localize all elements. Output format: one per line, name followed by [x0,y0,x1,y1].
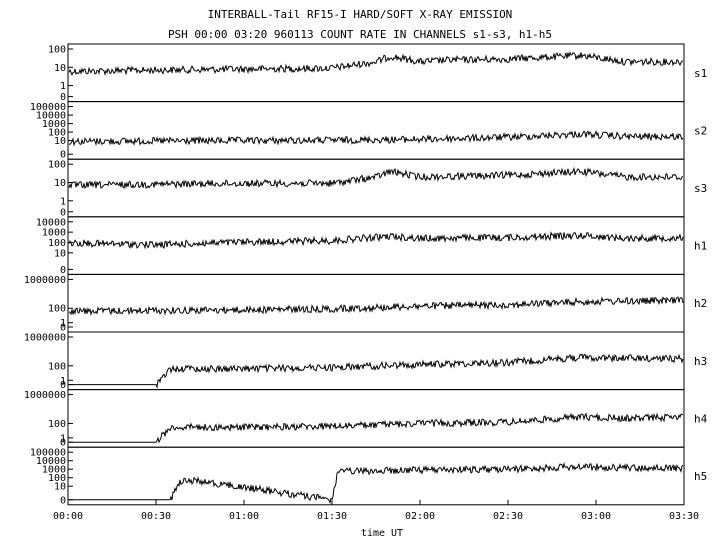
series-line-h4 [69,412,684,444]
y-tick-label: 100000 [30,448,66,459]
y-tick-label: 100 [48,473,66,484]
y-tick-label: 1000000 [24,333,66,344]
x-tick-label: 00:00 [53,511,83,522]
series-line-s1 [68,51,684,77]
series-line-s3 [68,166,684,190]
y-tick-label: 1 [60,81,66,92]
y-tick-label: 100 [48,128,66,139]
panels: 1001010s1100000100001000100100s21001010s… [24,43,708,506]
y-tick-label: 0 [60,323,66,334]
channel-label-h2: h2 [694,297,707,310]
panel-frame [67,43,685,103]
y-tick-label: 1000000 [24,275,66,286]
panel-frame [67,158,685,218]
y-tick-label: 0 [60,207,66,218]
channel-label-s2: s2 [694,124,707,137]
y-tick-label: 10 [54,178,66,189]
channel-label-h4: h4 [694,412,708,425]
y-tick-label: 1 [60,318,66,329]
channel-label-h5: h5 [694,470,707,483]
series-line-h2 [68,296,684,317]
y-tick-label: 100 [48,304,66,315]
y-tick-label: 100 [48,45,66,56]
x-tick-label: 03:00 [581,511,611,522]
y-tick-label: 1000 [42,228,66,239]
y-tick-label: 100 [48,160,66,171]
y-tick-label: 1000 [42,119,66,130]
y-tick-label: 100 [48,238,66,249]
panel-frame [67,101,685,160]
y-tick-label: 1 [60,433,66,444]
channel-label-s1: s1 [694,67,707,80]
x-tick-label: 02:00 [405,511,435,522]
y-tick-label: 1000 [42,465,66,476]
series-line-h3 [69,353,684,389]
chart-title: INTERBALL-Tail RF15-I HARD/SOFT X-RAY EM… [208,8,513,21]
channel-label-s3: s3 [694,182,707,195]
y-tick-label: 100 [48,361,66,372]
y-tick-label: 10 [54,248,66,259]
x-axis: 00:00 00:30 01:00 01:30 02:00 02:30 03:00 03:30 [53,499,699,522]
y-tick-label: 1 [60,376,66,387]
x-tick-label: 01:30 [317,511,347,522]
y-tick-label: 0 [60,380,66,391]
x-tick-label: 01:00 [229,511,259,522]
x-tick-label: 00:30 [141,511,171,522]
series-line-s2 [69,130,684,147]
x-tick-label: 03:30 [669,511,699,522]
chart-subtitle: PSH 00:00 03:20 960113 COUNT RATE IN CHA… [168,28,552,41]
panel-h3: 1000000 100 10 h3 [24,331,707,391]
y-tick-label: 10 [54,482,66,493]
y-tick-label: 100000 [30,102,66,113]
y-tick-label: 1 [60,196,66,207]
x-tick-label: 02:30 [493,511,523,522]
panel-s3: 100 10 10 s3 [48,158,707,218]
y-tick-label: 0 [60,495,66,506]
y-tick-label: 10000 [36,111,66,122]
channel-label-h3: h3 [694,355,707,368]
panel-s1: 100 10 10 s1 [48,43,707,103]
y-tick-label: 10 [54,136,66,147]
series-line-h5 [69,461,684,505]
y-tick-label: 100 [48,419,66,430]
y-tick-label: 10000 [36,217,66,228]
panel-frame [67,446,685,506]
panel-h4: 1000000 100 10 h4 [24,389,708,449]
y-tick-label: 0 [60,92,66,103]
y-tick-label: 10 [54,63,66,74]
y-tick-label: 0 [60,265,66,276]
y-tick-label: 1000000 [24,390,66,401]
series-line-h1 [68,230,684,250]
channel-label-h1: h1 [694,240,707,253]
panel-h2: 1000000 100 10 h2 [24,273,707,334]
x-axis-label: time UT [361,528,403,539]
y-tick-label: 0 [60,150,66,161]
y-tick-label: 0 [60,438,66,449]
y-tick-label: 10000 [36,456,66,467]
